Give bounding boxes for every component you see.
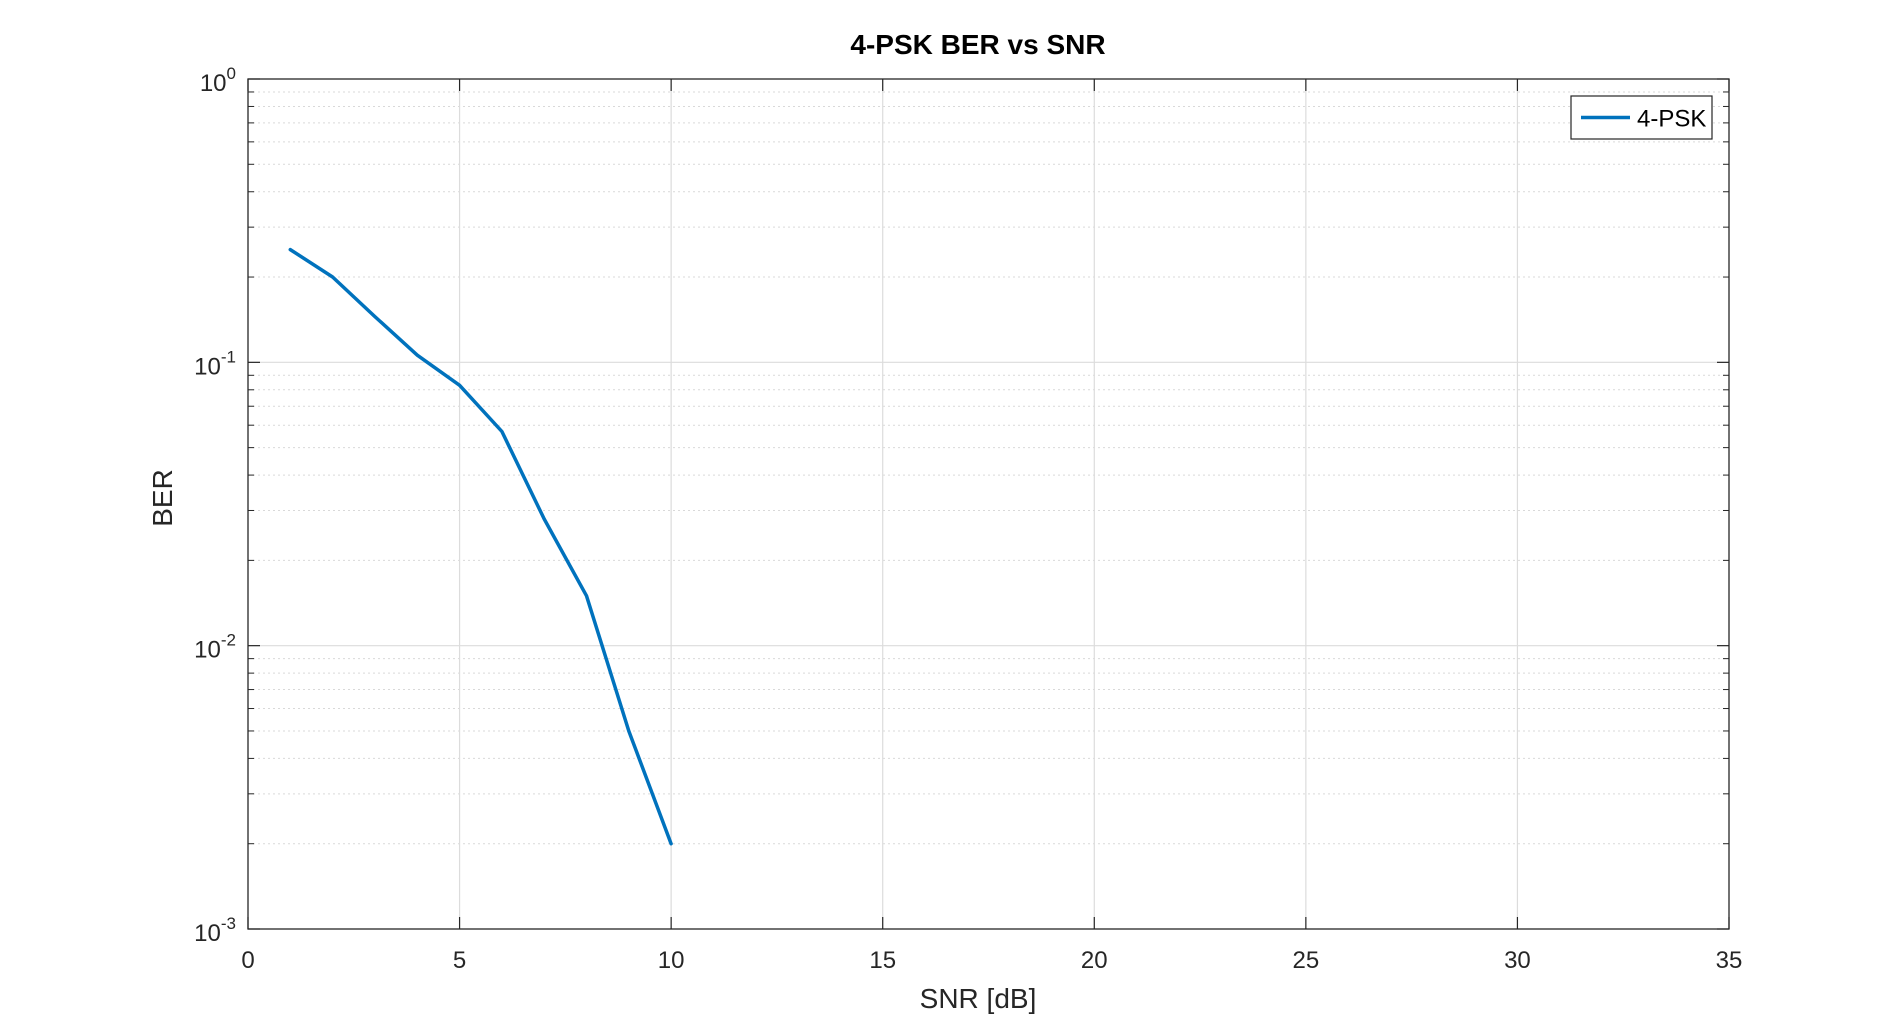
- x-tick-label: 35: [1716, 947, 1743, 974]
- x-axis-label: SNR [dB]: [920, 983, 1037, 1014]
- x-tick-label: 30: [1504, 947, 1531, 974]
- legend: 4-PSK: [1570, 95, 1713, 140]
- x-tick-label: 10: [658, 947, 685, 974]
- series-line: [288, 247, 673, 846]
- x-tick-label: 25: [1293, 947, 1320, 974]
- y-tick-label: 10-1: [194, 347, 236, 380]
- y-tick-label: 100: [200, 64, 236, 97]
- series-layer: [288, 247, 673, 846]
- legend-label: 4-PSK: [1637, 106, 1706, 133]
- y-axis-label: BER: [147, 469, 178, 527]
- tick-label-layer: 0 5 10 15 20 25 30 35 100 10-1 10-2 10-3: [194, 64, 1742, 974]
- y-tick-label: 10-2: [194, 631, 236, 664]
- x-tick-label: 15: [869, 947, 896, 974]
- x-tick-label: 20: [1081, 947, 1108, 974]
- chart-title: 4-PSK BER vs SNR: [850, 29, 1105, 60]
- x-tick-label: 5: [453, 947, 466, 974]
- axes-box: [247, 78, 1730, 930]
- y-tick-label: 10-3: [194, 914, 236, 947]
- tick-layer: [247, 78, 1730, 930]
- x-tick-label: 0: [241, 947, 254, 974]
- axes-background: [248, 79, 1729, 929]
